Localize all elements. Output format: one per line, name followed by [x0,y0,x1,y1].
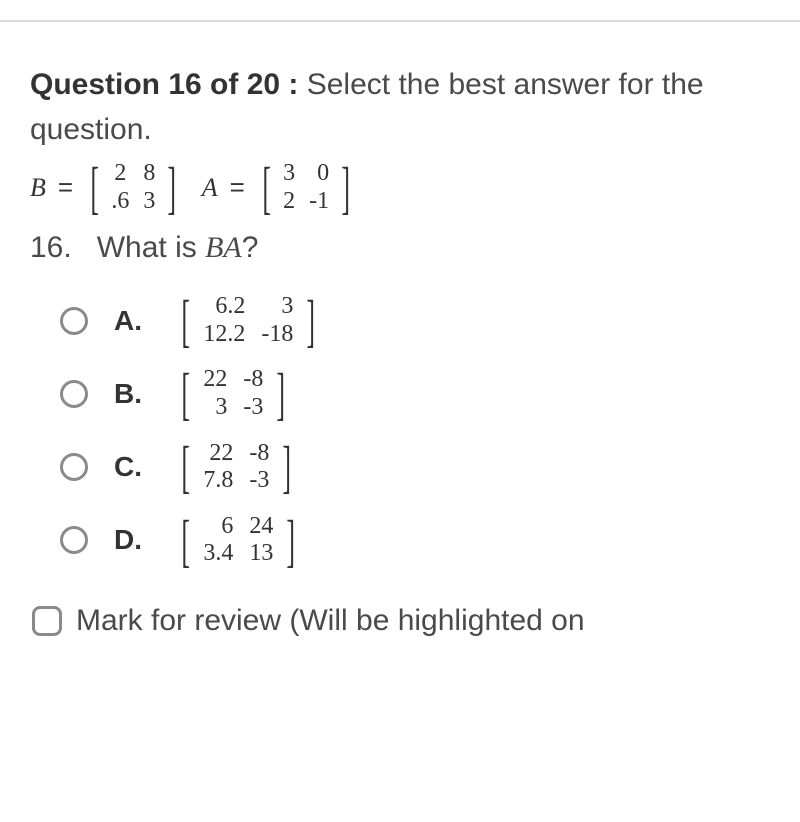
matrix-cell: 24 [241,513,281,541]
matrix-cell: 13 [241,540,281,568]
variable-a: A [202,173,218,203]
question-number-bold: Question 16 of 20 : [30,68,298,101]
radio-icon[interactable] [60,307,88,335]
matrix-cell: 22 [195,366,235,394]
matrix-cell: 7.8 [195,467,241,495]
answer-option-a[interactable]: A. [ 6.23 12.2-18 ] [60,293,770,348]
matrix-a: [ 30 2-1 ] [257,160,356,215]
left-bracket-icon: [ [90,171,99,205]
matrix-cell: -1 [302,188,336,216]
question-text: 16. What is BA? [30,231,770,265]
matrix-cell: 12.2 [195,321,253,349]
right-bracket-icon: ] [341,171,350,205]
matrix-cell: 22 [195,440,241,468]
left-bracket-icon: [ [181,377,190,411]
variable-b: B [30,173,46,203]
question-variable: BA [205,231,242,264]
matrix-cell: 3 [253,293,301,321]
radio-icon[interactable] [60,380,88,408]
matrix-cell: 6 [195,513,241,541]
checkbox-icon[interactable] [32,606,62,636]
matrix-cell: -18 [253,321,301,349]
matrices-definition: B = [ 28 .63 ] A = [ 30 2-1 ] [30,160,770,215]
matrix-cell: 8 [136,160,162,188]
question-prose: ? [242,231,259,264]
matrix-cell: -8 [235,366,271,394]
matrix-cell: 3 [136,188,162,216]
left-bracket-icon: [ [181,304,190,338]
matrix-cell: -3 [235,394,271,422]
matrix-cell: 3.4 [195,540,241,568]
question-header: Question 16 of 20 : Select the best answ… [30,62,770,152]
answer-matrix: [ 22-8 3-3 ] [176,366,291,421]
radio-icon[interactable] [60,453,88,481]
answer-label: A. [114,305,150,337]
mark-for-review-label: Mark for review (Will be highlighted on [76,604,585,638]
equals-sign: = [230,172,245,203]
matrix-cell: -3 [241,467,277,495]
answers-list: A. [ 6.23 12.2-18 ] B. [ 22-8 3-3 ] [30,293,770,568]
radio-icon[interactable] [60,526,88,554]
matrix-b: [ 28 .63 ] [85,160,182,215]
answer-option-d[interactable]: D. [ 624 3.413 ] [60,513,770,568]
answer-matrix: [ 624 3.413 ] [176,513,301,568]
matrix-cell: -8 [241,440,277,468]
left-bracket-icon: [ [262,171,271,205]
right-bracket-icon: ] [168,171,177,205]
answer-label: D. [114,524,150,556]
answer-option-b[interactable]: B. [ 22-8 3-3 ] [60,366,770,421]
matrix-cell: 2 [104,160,136,188]
matrix-cell: 2 [276,188,302,216]
left-bracket-icon: [ [181,450,190,484]
matrix-cell: 6.2 [195,293,253,321]
answer-option-c[interactable]: C. [ 22-8 7.8-3 ] [60,440,770,495]
answer-label: B. [114,378,150,410]
matrix-cell: 0 [302,160,336,188]
mark-for-review[interactable]: Mark for review (Will be highlighted on [30,604,770,638]
right-bracket-icon: ] [287,524,296,558]
answer-matrix: [ 6.23 12.2-18 ] [176,293,321,348]
question-index: 16. [30,231,72,264]
matrix-cell: 3 [276,160,302,188]
right-bracket-icon: ] [283,450,292,484]
answer-matrix: [ 22-8 7.8-3 ] [176,440,297,495]
answer-label: C. [114,451,150,483]
question-prose: What is [97,231,205,264]
question-container: Question 16 of 20 : Select the best answ… [0,20,800,638]
matrix-cell: .6 [104,188,136,216]
right-bracket-icon: ] [307,304,316,338]
left-bracket-icon: [ [181,524,190,558]
right-bracket-icon: ] [277,377,286,411]
matrix-cell: 3 [195,394,235,422]
equals-sign: = [58,172,73,203]
